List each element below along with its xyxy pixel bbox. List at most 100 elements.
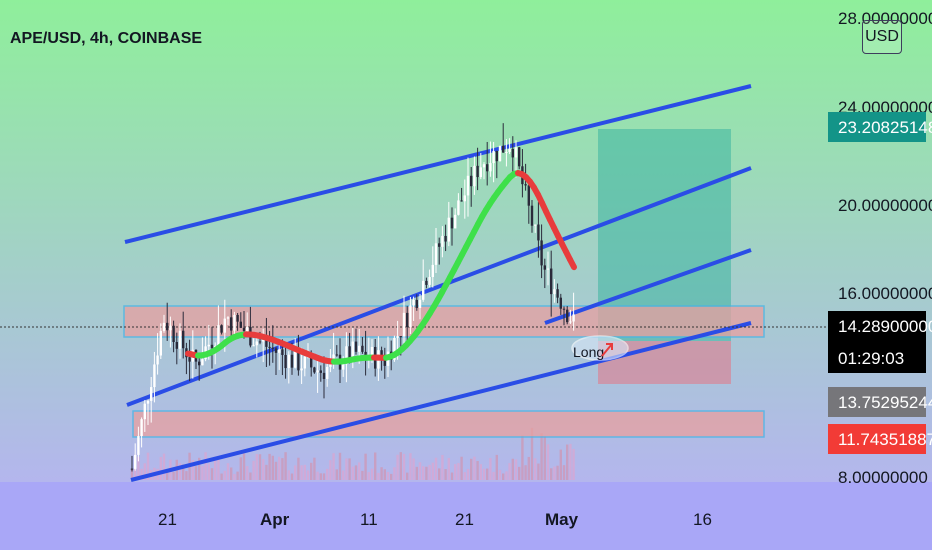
candle-body [303,356,306,369]
volume-bar [543,436,546,480]
volume-bar [572,448,575,480]
volume-bar [418,462,422,480]
volume-bar [268,453,271,480]
candle-body [505,151,508,153]
date-tick-apr: Apr [260,510,290,529]
currency-selector[interactable]: USD [862,20,902,54]
candle-body [412,299,415,306]
currency-label: USD [865,28,899,45]
price-tick-8: 8.00000000 [838,468,928,487]
candle-body [178,330,182,349]
volume-bar [182,464,185,480]
candle-body [415,299,418,309]
channel-mid-upper-line[interactable] [126,166,752,407]
volume-bar [386,471,390,480]
candle-body [402,312,406,337]
volume-bar [262,459,265,480]
volume-bar [428,464,431,480]
candle-body [143,403,146,420]
price-axis[interactable]: 28.00000000 24.00000000 20.00000000 16.0… [828,9,932,487]
candle-body [172,325,175,343]
volume-bar [166,468,169,480]
candle-body [284,354,287,369]
candle-body [300,368,303,371]
volume-bar [246,466,249,480]
volume-bar [306,470,310,480]
volume-bar [431,462,434,480]
volume-bar [518,466,521,480]
candle-body [457,200,460,215]
candle-body [450,217,454,229]
candle-body [502,145,505,153]
candle-body [274,348,278,353]
candle-body [210,344,214,349]
stop-price-badge [828,424,926,454]
volume-bar [137,456,140,480]
candle-body [511,148,514,158]
candle-body [278,349,281,353]
candle-body [569,321,572,323]
volume-bar [204,452,207,480]
channel-lower-line[interactable] [130,321,752,482]
volume-bar [358,462,361,480]
candle-body [572,314,575,322]
candle-body [207,344,210,347]
volume-bar [265,464,268,480]
volume-bar [252,460,255,480]
candle-body [201,359,204,366]
volume-bar [319,473,322,480]
candle-body [514,147,518,158]
volume-bar [511,458,514,480]
candle-body [332,354,335,361]
candle-body [562,308,566,310]
volume-bar [316,471,319,480]
candle-body [447,217,450,242]
volume-bar [486,468,489,480]
volume-bar [559,449,562,480]
symbol-title: APE/USD, 4h, COINBASE [10,30,203,47]
volume-bar [297,457,300,480]
volume-bar [354,465,358,480]
candle-body [489,163,492,172]
volume-bar [194,466,198,480]
volume-bar [450,472,454,480]
countdown-label: 01:29:03 [838,349,904,368]
volume-bar [284,452,287,480]
volume-bar [287,470,290,480]
channel-upper-line[interactable] [124,84,752,244]
volume-bar [530,427,534,480]
volume-bar [566,444,569,480]
volume-bar [489,458,492,480]
volume-bar [466,468,470,480]
volume-bar [476,461,479,480]
long-marker[interactable] [571,335,629,361]
volume-bar [492,471,495,480]
candle-body [508,148,511,152]
candle-body [297,349,300,371]
volume-bar [351,466,354,480]
volume-bar [550,468,553,480]
candle-body [146,400,150,404]
candle-body [233,314,236,331]
time-axis[interactable]: 21 Apr 11 21 May 16 [158,510,712,529]
channel-mid-lower-line[interactable] [544,248,752,325]
arrow-icon [601,343,613,357]
volume-bar [335,469,338,480]
candle-body [393,337,396,360]
volume-bar [198,457,201,480]
candle-body [425,280,428,285]
candle-body [476,165,479,178]
candle-body [162,322,166,331]
volume-bar [482,468,486,480]
candle-body [252,345,255,347]
resistance-zone [123,305,765,338]
volume-bar [370,468,374,480]
candle-body [460,200,463,202]
candle-body [441,235,444,247]
candle-body [150,387,153,401]
volume-bar [223,470,226,480]
volume-bar [233,473,236,480]
candle-body [258,341,262,343]
current-price-badge [828,311,926,373]
